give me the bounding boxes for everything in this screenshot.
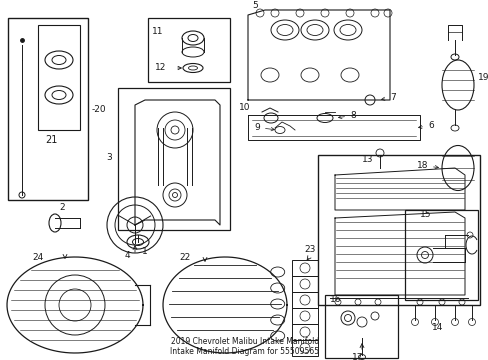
Text: 24: 24 <box>32 253 43 262</box>
Text: 23: 23 <box>304 246 315 255</box>
Bar <box>291 308 317 324</box>
Bar <box>291 276 317 292</box>
Text: 4: 4 <box>124 251 130 260</box>
Text: 8: 8 <box>338 111 355 120</box>
Text: 2019 Chevrolet Malibu Intake Manifold: 2019 Chevrolet Malibu Intake Manifold <box>170 338 319 346</box>
Text: 5: 5 <box>251 0 257 9</box>
Bar <box>317 155 479 305</box>
Text: 16: 16 <box>329 296 341 305</box>
Text: 2: 2 <box>59 203 65 212</box>
Text: -20: -20 <box>92 105 106 114</box>
Text: Intake Manifold Diagram for 55509565: Intake Manifold Diagram for 55509565 <box>170 347 319 356</box>
Text: 11: 11 <box>152 27 163 36</box>
Bar <box>8 18 88 200</box>
Text: 22: 22 <box>179 253 190 262</box>
Text: 9: 9 <box>254 123 274 132</box>
Text: 10: 10 <box>238 104 249 112</box>
Text: 21: 21 <box>45 135 57 145</box>
Text: 3: 3 <box>106 153 112 162</box>
Bar <box>291 324 317 340</box>
Text: 7: 7 <box>381 93 395 102</box>
Text: 15: 15 <box>419 211 430 220</box>
Bar <box>404 210 477 300</box>
Bar <box>118 88 229 230</box>
Bar <box>291 292 317 308</box>
Text: 14: 14 <box>431 323 443 332</box>
Text: 1: 1 <box>142 248 147 256</box>
Text: 19: 19 <box>477 73 488 82</box>
Text: 6: 6 <box>418 121 433 130</box>
Bar <box>325 295 397 358</box>
Bar <box>38 25 80 130</box>
Bar <box>291 260 317 276</box>
Text: 13: 13 <box>362 156 373 165</box>
Text: 12: 12 <box>155 63 166 72</box>
Text: 18: 18 <box>416 161 438 170</box>
Bar <box>291 340 317 356</box>
Text: 17: 17 <box>351 354 363 360</box>
Bar <box>148 18 229 82</box>
